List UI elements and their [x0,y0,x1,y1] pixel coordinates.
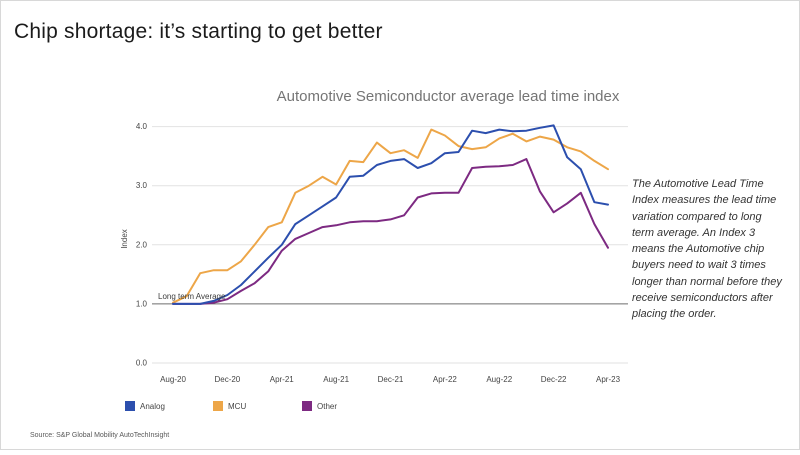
x-tick-label: Dec-22 [541,375,567,384]
y-tick-label: 1.0 [136,299,148,308]
chart-title: Automotive Semiconductor average lead ti… [276,88,620,105]
source-attribution: Source: S&P Global Mobility AutoTechInsi… [30,432,170,439]
long-term-average-label: Long term Average [158,292,226,301]
page-title: Chip shortage: it’s starting to get bett… [14,20,383,44]
x-tick-label: Aug-21 [323,375,349,384]
series-line-analog [172,124,609,305]
y-axis-title: Index [120,229,129,249]
y-tick-label: 0.0 [136,359,148,368]
legend-swatch-analog [125,401,135,411]
x-tick-label: Aug-20 [160,375,186,384]
legend-label: MCU [228,401,247,411]
y-tick-label: 4.0 [136,122,148,131]
series-line-other [172,158,609,305]
x-tick-label: Apr-23 [596,375,621,384]
y-tick-label: 3.0 [136,181,148,190]
x-tick-label: Dec-21 [378,375,404,384]
chart-annotation-text: The Automotive Lead Time Index measures … [632,178,782,321]
x-tick-label: Apr-22 [433,375,458,384]
series-line-mcu [172,128,609,304]
x-tick-label: Dec-20 [214,375,240,384]
x-tick-label: Aug-22 [486,375,512,384]
legend-item-other: Other [302,401,337,411]
x-tick-label: Apr-21 [270,375,295,384]
legend-label: Other [317,401,338,411]
y-tick-label: 2.0 [136,240,148,249]
legend-item-analog: Analog [125,401,165,411]
legend-item-mcu: MCU [213,401,246,411]
legend-swatch-other [302,401,312,411]
legend-label: Analog [140,401,165,411]
legend-swatch-mcu [213,401,223,411]
